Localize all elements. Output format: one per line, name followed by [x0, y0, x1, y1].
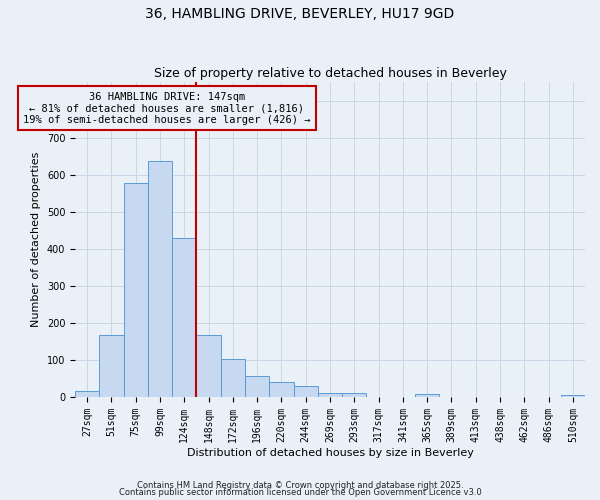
Y-axis label: Number of detached properties: Number of detached properties	[31, 152, 41, 327]
Text: Contains public sector information licensed under the Open Government Licence v3: Contains public sector information licen…	[119, 488, 481, 497]
Bar	[245, 376, 269, 397]
Bar	[221, 359, 245, 397]
Bar	[342, 394, 367, 397]
Text: 36 HAMBLING DRIVE: 147sqm
← 81% of detached houses are smaller (1,816)
19% of se: 36 HAMBLING DRIVE: 147sqm ← 81% of detac…	[23, 92, 311, 124]
Bar	[318, 392, 342, 397]
Bar	[100, 334, 124, 397]
Text: Contains HM Land Registry data © Crown copyright and database right 2025.: Contains HM Land Registry data © Crown c…	[137, 480, 463, 490]
Title: Size of property relative to detached houses in Beverley: Size of property relative to detached ho…	[154, 66, 506, 80]
Bar	[269, 382, 293, 397]
Bar	[293, 386, 318, 397]
Bar	[124, 183, 148, 397]
Bar	[561, 394, 585, 397]
Bar	[196, 334, 221, 397]
Bar	[148, 160, 172, 397]
Bar	[75, 390, 100, 397]
Text: 36, HAMBLING DRIVE, BEVERLEY, HU17 9GD: 36, HAMBLING DRIVE, BEVERLEY, HU17 9GD	[145, 8, 455, 22]
Bar	[172, 238, 196, 397]
Bar	[415, 394, 439, 397]
X-axis label: Distribution of detached houses by size in Beverley: Distribution of detached houses by size …	[187, 448, 473, 458]
